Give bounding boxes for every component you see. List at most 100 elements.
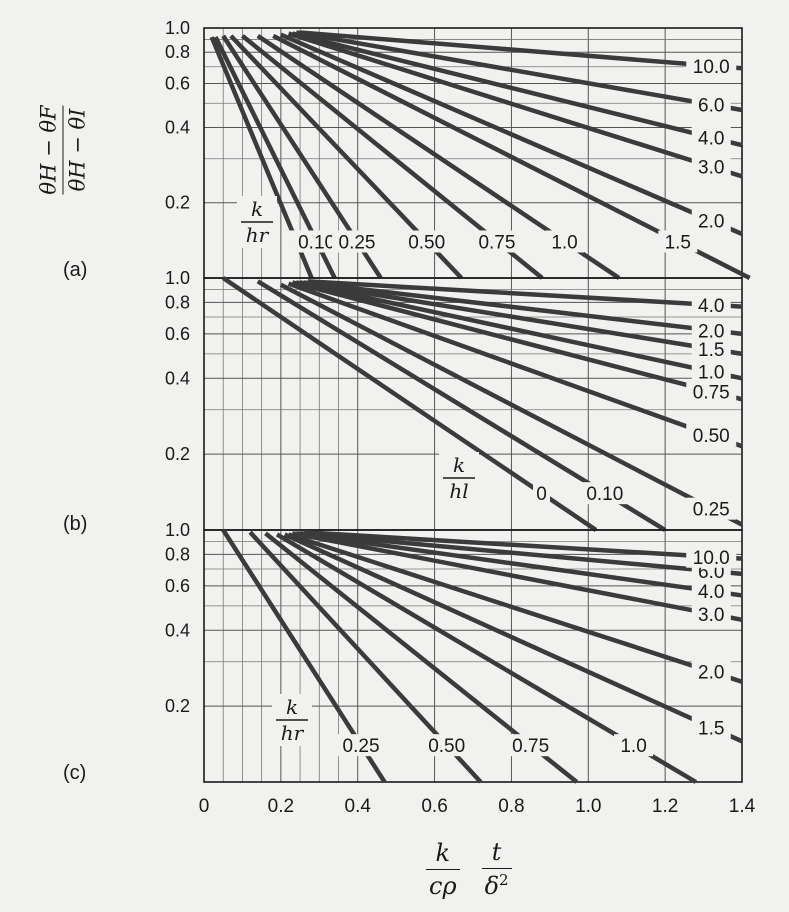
series-label: 0.25 [343, 736, 380, 757]
series-line [295, 30, 743, 113]
x-tick-label: 0.6 [421, 796, 447, 817]
y-tick-label: 0.2 [165, 193, 190, 213]
y-tick-label: 0.8 [165, 42, 190, 62]
x-tick-label: 1.0 [575, 796, 601, 817]
y-axis-label-fraction: θH − θF θH − θI [37, 102, 90, 197]
series-line [279, 32, 743, 237]
x-tick-label: 0 [199, 796, 210, 817]
series-label-background [686, 497, 737, 520]
series-label: 0 [536, 484, 547, 505]
series-label: 0.25 [339, 232, 376, 253]
series-line [295, 280, 743, 381]
series-label-background [691, 580, 731, 603]
param-label-denominator: hl [449, 479, 468, 503]
series-line [307, 279, 743, 309]
y-tick-label: 0.4 [165, 620, 190, 640]
param-label-denominator: hr [246, 223, 270, 247]
chart-panel-2: 1.00.80.60.40.20 0.100.250.500.751.01.52.… [63, 268, 744, 535]
y-tick-label: 0.2 [165, 696, 190, 716]
series-label-background [331, 230, 382, 253]
y-tick-label: 0.6 [165, 324, 190, 344]
series-label: 1.5 [698, 340, 724, 361]
x-axis-label-right-denominator-base: δ [484, 872, 500, 900]
series-line [291, 31, 743, 148]
plot-frame [203, 529, 743, 783]
series-line [299, 280, 743, 357]
x-axis-label-right-denominator: δ2 [481, 868, 512, 900]
param-label-numerator: k [453, 453, 465, 477]
series-label: 1.0 [698, 363, 724, 384]
series-label-background [691, 602, 731, 625]
series-label: 4.0 [698, 129, 724, 150]
x-tick-label: 0.8 [498, 796, 524, 817]
series-label-background [579, 482, 630, 505]
series-label-background [505, 734, 556, 757]
series-label-background [401, 230, 452, 253]
series-label: 1.0 [620, 736, 646, 757]
y-tick-label: 0.6 [165, 73, 190, 93]
series-label-background [471, 230, 522, 253]
series-label-background [691, 293, 731, 316]
y-tick-label: 0.6 [165, 576, 190, 596]
series-label-background [658, 230, 698, 253]
series-label: 6.0 [698, 96, 724, 117]
y-tick-label: 1.0 [165, 268, 190, 288]
series-line [283, 532, 743, 744]
y-tick-label: 0.4 [165, 368, 190, 388]
series-label: 0.50 [408, 232, 445, 253]
series-label: 0.10 [298, 232, 335, 253]
series-line [279, 282, 744, 527]
param-label-denominator: hr [281, 721, 305, 745]
y-tick-label: 0.8 [165, 292, 190, 312]
series-label-background [545, 230, 585, 253]
series-label: 1.5 [665, 232, 691, 253]
series-label-background [691, 660, 731, 683]
series-label-background [686, 380, 737, 403]
panel-label: (b) [63, 513, 87, 535]
param-label-numerator: k [251, 197, 263, 221]
series-label: 3.0 [698, 158, 724, 179]
y-axis-label-numerator: θH − θF [36, 105, 61, 195]
series-label-background [686, 545, 737, 568]
series-label: 0.10 [586, 484, 623, 505]
series-label: 4.0 [698, 582, 724, 603]
panel-label: (a) [63, 259, 87, 281]
series-line [291, 280, 743, 402]
y-tick-label: 0.2 [165, 444, 190, 464]
x-axis-label-right-fraction: t δ2 [481, 838, 512, 900]
series-line [303, 280, 743, 337]
y-tick-label: 1.0 [165, 18, 190, 38]
series-label: 0.75 [512, 736, 549, 757]
x-tick-label: 0.2 [268, 796, 294, 817]
series-label-background [691, 209, 731, 232]
series-label-background [691, 716, 731, 739]
y-axis-label-denominator: θH − θI [62, 105, 90, 195]
x-axis-label-right-denominator-exponent: 2 [499, 871, 509, 889]
series-label: 0.75 [478, 232, 515, 253]
x-axis-label-left-fraction: k cρ [426, 839, 460, 900]
series-label-background [691, 319, 731, 342]
x-axis-label-left-denominator: cρ [426, 868, 460, 900]
series-label: 2.0 [698, 321, 724, 342]
series-label-background [533, 482, 551, 505]
chart-panel-1: 1.00.80.60.40.200.100.250.500.751.01.52.… [63, 18, 751, 281]
x-axis-label-right-numerator: t [491, 838, 502, 866]
x-tick-label: 1.2 [652, 796, 678, 817]
x-axis-label-left-numerator: k [435, 838, 451, 867]
series-line [303, 529, 743, 561]
series-label: 4.0 [698, 296, 724, 317]
series-label-background [421, 734, 472, 757]
series-label: 0.50 [693, 426, 730, 447]
y-axis-label: θH − θF θH − θI [8, 70, 118, 230]
series-label-background [291, 230, 342, 253]
series-label-background [686, 54, 737, 77]
series-line [299, 531, 743, 577]
series-label-background [691, 126, 731, 149]
series-label: 2.0 [698, 212, 724, 233]
series-line [287, 281, 743, 449]
series-label: 1.0 [551, 232, 577, 253]
series-line [295, 531, 743, 598]
param-label-numerator: k [286, 695, 298, 719]
series-label-background [336, 734, 387, 757]
